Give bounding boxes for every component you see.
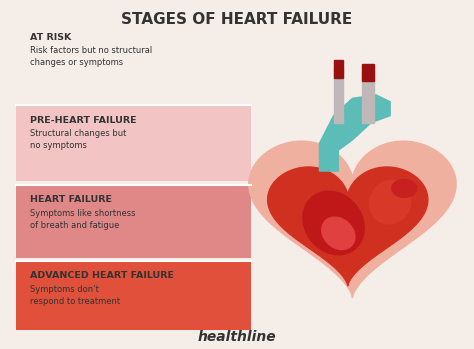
- FancyBboxPatch shape: [16, 185, 251, 258]
- Polygon shape: [334, 60, 343, 77]
- Polygon shape: [362, 70, 374, 122]
- Text: HEART FAILURE: HEART FAILURE: [30, 195, 112, 204]
- Text: STAGES OF HEART FAILURE: STAGES OF HEART FAILURE: [121, 12, 353, 27]
- Polygon shape: [334, 67, 343, 122]
- Ellipse shape: [302, 191, 365, 255]
- Text: PRE-HEART FAILURE: PRE-HEART FAILURE: [30, 116, 137, 125]
- FancyBboxPatch shape: [16, 261, 251, 330]
- FancyBboxPatch shape: [16, 105, 251, 181]
- Circle shape: [391, 179, 418, 198]
- Text: Structural changes but
no symptoms: Structural changes but no symptoms: [30, 129, 126, 150]
- Ellipse shape: [321, 216, 356, 250]
- Polygon shape: [319, 95, 390, 171]
- Text: Risk factors but no structural
changes or symptoms: Risk factors but no structural changes o…: [30, 46, 152, 67]
- Text: ADVANCED HEART FAILURE: ADVANCED HEART FAILURE: [30, 272, 173, 281]
- FancyBboxPatch shape: [16, 22, 251, 102]
- Ellipse shape: [369, 180, 411, 225]
- Text: Symptoms don’t
respond to treatment: Symptoms don’t respond to treatment: [30, 285, 120, 306]
- Polygon shape: [249, 141, 456, 298]
- Text: healthline: healthline: [198, 330, 276, 344]
- Polygon shape: [268, 167, 428, 286]
- Text: Symptoms like shortness
of breath and fatigue: Symptoms like shortness of breath and fa…: [30, 209, 135, 230]
- Polygon shape: [362, 64, 374, 81]
- Text: AT RISK: AT RISK: [30, 32, 71, 42]
